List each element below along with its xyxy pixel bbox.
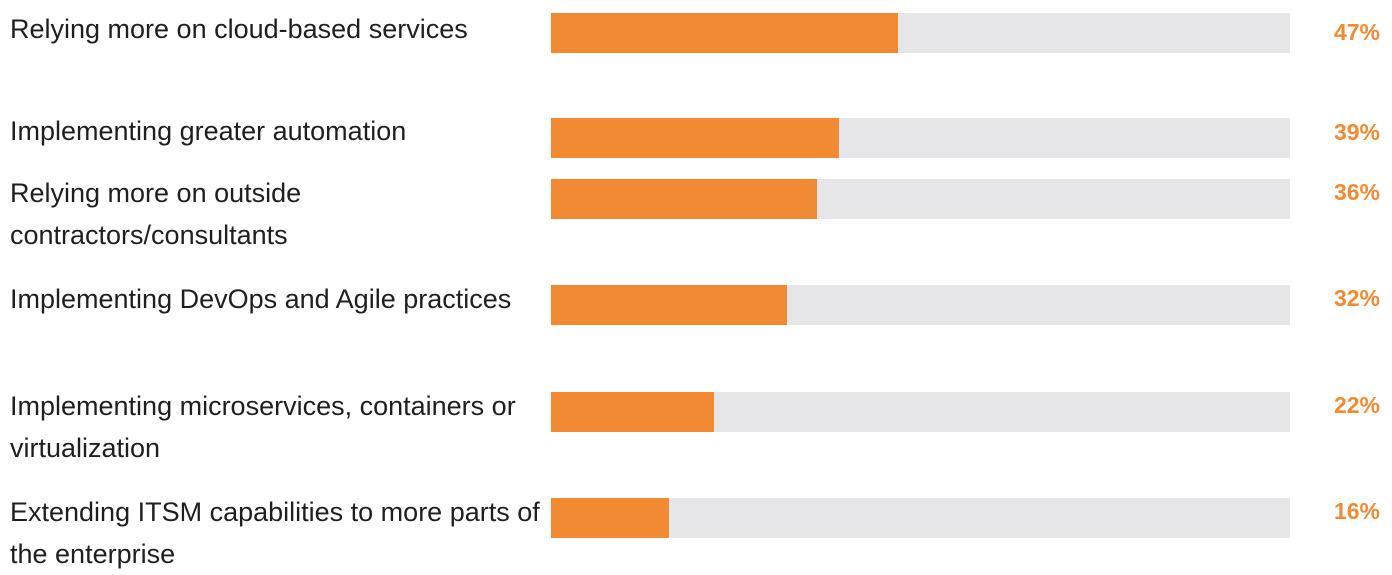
value-label: 39%	[1333, 119, 1380, 145]
bar	[551, 118, 840, 158]
category-label: Implementing DevOps and Agile practices	[10, 284, 512, 314]
bar	[551, 392, 714, 432]
bar-track	[551, 179, 1290, 219]
category-label: Implementing microservices, containers o…	[10, 391, 516, 463]
bar	[551, 285, 788, 325]
value-label: 16%	[1333, 498, 1380, 524]
bar	[551, 498, 670, 538]
bar	[551, 13, 899, 53]
bar-track	[551, 285, 1290, 325]
bar-track	[551, 118, 1290, 158]
value-label: 36%	[1333, 179, 1380, 205]
bar-track	[551, 13, 1290, 53]
value-label: 47%	[1333, 19, 1380, 45]
value-label: 22%	[1333, 392, 1380, 418]
bar	[551, 179, 818, 219]
category-label: Relying more on cloud-based services	[10, 14, 468, 44]
bar-track	[551, 498, 1290, 538]
category-label: Extending ITSM capabilities to more part…	[10, 497, 540, 569]
category-label: Relying more on outside contractors/cons…	[10, 178, 302, 250]
bar-track	[551, 392, 1290, 432]
value-label: 32%	[1333, 285, 1380, 311]
category-label: Implementing greater automation	[10, 116, 407, 146]
